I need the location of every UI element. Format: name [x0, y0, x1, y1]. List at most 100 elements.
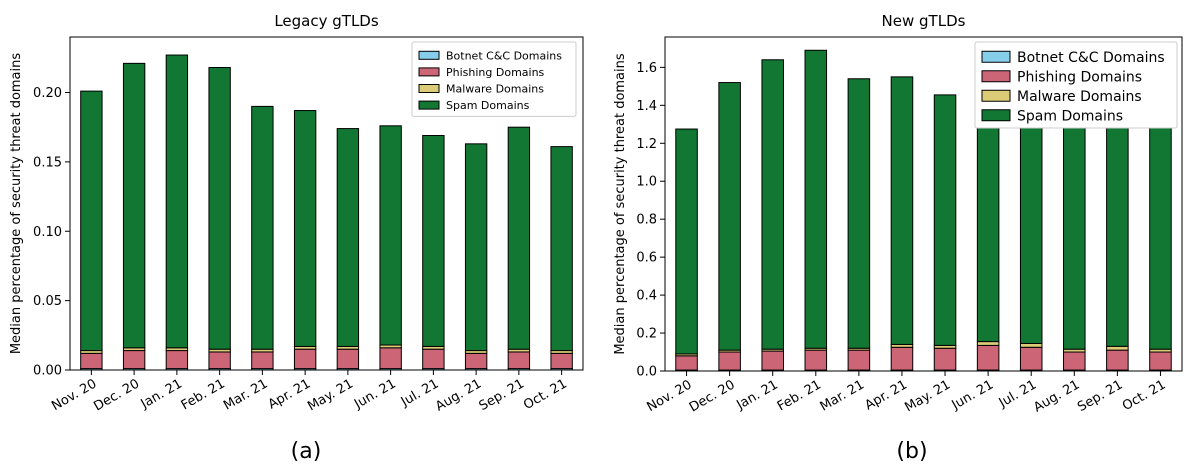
x-tick-label: Feb. 21: [179, 376, 228, 413]
bar-spam-domains-1: [80, 90, 103, 352]
bar-phishing-domains-1: [675, 355, 698, 371]
legend-label: Botnet C&C Domains: [1017, 50, 1165, 66]
y-tick-label: 0.4: [636, 289, 657, 304]
y-axis-label: Median percentage of security threat dom…: [613, 53, 628, 355]
x-tick-label: Sep. 21: [477, 376, 527, 414]
x-tick-label: Jun. 21: [949, 377, 996, 413]
bar-spam-domains-11: [1106, 99, 1129, 347]
bar-malware-domains-11: [1106, 345, 1129, 351]
panel-label: (b): [896, 439, 927, 464]
y-tick-label: 0.10: [33, 225, 62, 240]
bar-phishing-domains-12: [1149, 351, 1172, 371]
bar-spam-domains-1: [675, 128, 698, 355]
legend: Botnet C&C Domains Phishing Domains Malwar…: [411, 41, 577, 117]
bar-phishing-domains-8: [976, 344, 1000, 371]
x-tick-label: Jan. 21: [733, 377, 780, 413]
x-tick-label: Nov. 20: [49, 376, 99, 414]
bar-spam-domains-5: [847, 78, 871, 349]
bar-phishing-domains-6: [293, 348, 317, 370]
bar-spam-domains-2: [718, 82, 741, 351]
x-tick-label: Jan. 21: [138, 376, 185, 412]
y-tick-label: 0.2: [636, 327, 657, 342]
legend-frame: [974, 41, 1178, 129]
bar-spam-domains-3: [761, 59, 784, 350]
bar-phishing-domains-8: [379, 347, 402, 370]
bar-phishing-domains-7: [336, 348, 360, 370]
bar-phishing-domains-9: [422, 348, 445, 370]
bar-phishing-domains-6: [890, 346, 914, 371]
bar-spam-domains-11: [507, 126, 531, 350]
legend-swatch: [418, 67, 440, 77]
x-tick-label: Mar. 21: [818, 377, 867, 414]
legend-swatch: [981, 70, 1011, 83]
legend-label: Spam Domains: [1017, 108, 1123, 124]
y-axis-label: Median percentage of security threat dom…: [9, 53, 24, 355]
bar-spam-domains-9: [1019, 104, 1043, 344]
x-tick-label: Mar. 21: [221, 376, 270, 413]
bar-phishing-domains-4: [208, 351, 231, 370]
bar-phishing-domains-11: [1106, 349, 1129, 371]
plot-frame: [69, 36, 584, 371]
y-tick-label: 0.0: [636, 365, 657, 380]
legend-label: Malware Domains: [446, 82, 544, 95]
bar-phishing-domains-5: [251, 351, 274, 370]
bar-spam-domains-5: [251, 105, 274, 350]
bar-phishing-domains-7: [933, 347, 957, 371]
y-tick-label: 1.0: [636, 175, 657, 190]
y-tick-label: 0.05: [33, 294, 62, 309]
y-tick-label: 1.4: [636, 99, 657, 114]
x-tick-label: Sep. 21: [1075, 377, 1125, 415]
bar-spam-domains-12: [550, 146, 573, 352]
y-tick-label: 0.6: [636, 251, 657, 266]
bar-phishing-domains-10: [464, 352, 488, 370]
y-tick-label: 1.2: [636, 137, 657, 152]
x-tick-label: May. 21: [305, 376, 356, 414]
bar-spam-domains-10: [1063, 110, 1086, 350]
bar-spam-domains-4: [208, 67, 231, 350]
panel-label: (a): [291, 439, 322, 464]
bar-phishing-domains-1: [80, 352, 103, 370]
bar-phishing-domains-11: [507, 351, 531, 370]
x-tick-label: Jun. 21: [351, 376, 398, 412]
legend-label: Botnet C&C Domains: [446, 49, 562, 62]
y-tick-label: 1.6: [636, 61, 657, 76]
x-tick-label: Nov. 20: [644, 377, 694, 415]
x-tick-label: Dec. 20: [91, 376, 142, 414]
bar-spam-domains-9: [422, 135, 445, 347]
bar-phishing-domains-2: [718, 351, 741, 371]
bar-spam-domains-3: [165, 54, 189, 349]
bar-phishing-domains-2: [122, 350, 146, 370]
chart-title: New gTLDs: [882, 12, 966, 30]
y-tick-label: 0.15: [33, 155, 62, 170]
legend-swatch: [418, 50, 440, 60]
bar-spam-domains-2: [122, 62, 146, 349]
x-tick-label: Aug. 21: [433, 376, 484, 414]
x-tick-label: Oct. 21: [1120, 377, 1168, 414]
x-tick-label: Dec. 20: [687, 377, 738, 415]
y-tick-label: 0.20: [33, 86, 62, 101]
legend: Botnet C&C Domains Phishing Domains Malwar…: [974, 41, 1178, 129]
bar-spam-domains-6: [890, 76, 914, 345]
bar-phishing-domains-5: [847, 349, 871, 371]
bar-spam-domains-8: [379, 125, 402, 346]
legend-swatch: [418, 100, 440, 110]
bar-malware-domains-8: [976, 341, 1000, 346]
x-tick-label: Feb. 21: [775, 377, 824, 414]
bar-phishing-domains-3: [761, 350, 784, 371]
legend-label: Spam Domains: [446, 99, 530, 112]
legend-frame: [411, 41, 577, 117]
bar-spam-domains-6: [293, 110, 317, 347]
legend-swatch: [981, 109, 1011, 122]
legend-swatch: [418, 84, 440, 93]
bar-phishing-domains-3: [165, 350, 189, 370]
legend-swatch: [981, 89, 1011, 102]
chart-title: Legacy gTLDs: [274, 12, 379, 30]
bar-spam-domains-7: [933, 94, 957, 346]
x-tick-label: Apr. 21: [863, 377, 910, 413]
x-tick-label: Aug. 21: [1031, 377, 1082, 415]
y-tick-label: 0.8: [636, 213, 657, 228]
